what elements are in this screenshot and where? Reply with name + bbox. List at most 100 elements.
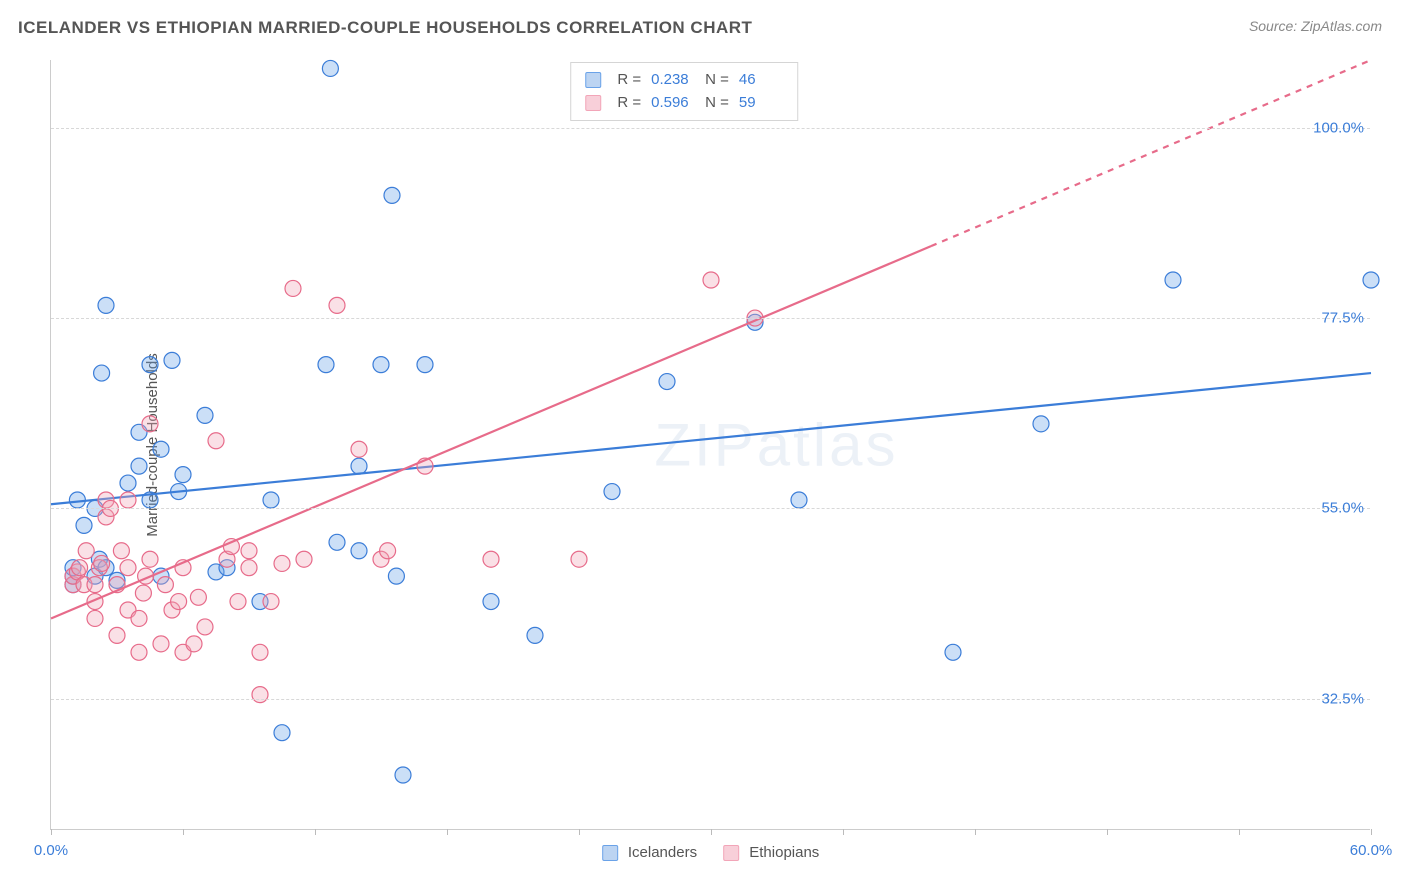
- data-point: [1165, 272, 1181, 288]
- x-tick: [843, 829, 844, 835]
- data-point: [164, 352, 180, 368]
- header: ICELANDER VS ETHIOPIAN MARRIED-COUPLE HO…: [0, 0, 1406, 46]
- gridline-h: [51, 699, 1370, 700]
- x-tick: [711, 829, 712, 835]
- data-point: [120, 475, 136, 491]
- n-prefix: N =: [705, 69, 729, 92]
- legend-label: Ethiopians: [749, 844, 819, 861]
- data-point: [388, 568, 404, 584]
- r-value: 0.238: [651, 69, 695, 92]
- data-point: [274, 555, 290, 571]
- r-prefix: R =: [617, 69, 641, 92]
- data-point: [131, 458, 147, 474]
- data-point: [190, 589, 206, 605]
- data-point: [263, 492, 279, 508]
- x-tick: [183, 829, 184, 835]
- data-point: [208, 433, 224, 449]
- data-point: [171, 594, 187, 610]
- x-tick-label: 0.0%: [34, 842, 68, 859]
- swatch-icon: [602, 845, 618, 861]
- data-point: [87, 577, 103, 593]
- r-prefix: R =: [617, 92, 641, 115]
- y-tick-label: 32.5%: [1321, 690, 1364, 707]
- data-point: [527, 627, 543, 643]
- data-point: [113, 543, 129, 559]
- data-point: [1033, 416, 1049, 432]
- x-tick: [447, 829, 448, 835]
- data-point: [351, 543, 367, 559]
- data-point: [175, 467, 191, 483]
- data-point: [483, 551, 499, 567]
- stats-legend: R = 0.238 N = 46 R = 0.596 N = 59: [570, 62, 798, 121]
- legend-item-ethiopians: Ethiopians: [723, 844, 819, 861]
- data-point: [157, 577, 173, 593]
- data-point: [252, 687, 268, 703]
- y-tick-label: 77.5%: [1321, 310, 1364, 327]
- n-value: 46: [739, 69, 783, 92]
- data-point: [98, 297, 114, 313]
- trend-line-dashed: [931, 60, 1371, 246]
- data-point: [703, 272, 719, 288]
- data-point: [94, 365, 110, 381]
- data-point: [1363, 272, 1379, 288]
- gridline-h: [51, 508, 1370, 509]
- data-point: [945, 644, 961, 660]
- data-point: [142, 551, 158, 567]
- x-tick-label: 60.0%: [1350, 842, 1393, 859]
- x-tick: [51, 829, 52, 835]
- data-point: [351, 441, 367, 457]
- swatch-icon: [585, 95, 601, 111]
- data-point: [120, 492, 136, 508]
- n-value: 59: [739, 92, 783, 115]
- series-legend: Icelanders Ethiopians: [602, 844, 820, 861]
- data-point: [380, 543, 396, 559]
- data-point: [197, 619, 213, 635]
- data-point: [87, 610, 103, 626]
- gridline-h: [51, 318, 1370, 319]
- data-point: [109, 627, 125, 643]
- swatch-icon: [723, 845, 739, 861]
- chart-title: ICELANDER VS ETHIOPIAN MARRIED-COUPLE HO…: [18, 18, 752, 38]
- data-point: [329, 534, 345, 550]
- data-point: [142, 416, 158, 432]
- data-point: [329, 297, 345, 313]
- data-point: [285, 280, 301, 296]
- n-prefix: N =: [705, 92, 729, 115]
- data-point: [571, 551, 587, 567]
- data-point: [153, 636, 169, 652]
- data-point: [395, 767, 411, 783]
- data-point: [153, 441, 169, 457]
- data-point: [120, 560, 136, 576]
- legend-label: Icelanders: [628, 844, 697, 861]
- data-point: [197, 407, 213, 423]
- gridline-h: [51, 128, 1370, 129]
- data-point: [318, 357, 334, 373]
- data-point: [791, 492, 807, 508]
- data-point: [274, 725, 290, 741]
- data-point: [186, 636, 202, 652]
- data-point: [76, 517, 92, 533]
- data-point: [659, 374, 675, 390]
- scatter-plot-svg: [51, 60, 1370, 829]
- r-value: 0.596: [651, 92, 695, 115]
- x-tick: [579, 829, 580, 835]
- data-point: [263, 594, 279, 610]
- stats-legend-row-0: R = 0.238 N = 46: [585, 69, 783, 92]
- x-tick: [975, 829, 976, 835]
- chart-area: Married-couple Households ZIPatlas R = 0…: [50, 60, 1370, 830]
- data-point: [142, 357, 158, 373]
- y-tick-label: 55.0%: [1321, 500, 1364, 517]
- data-point: [94, 555, 110, 571]
- data-point: [384, 187, 400, 203]
- data-point: [604, 484, 620, 500]
- data-point: [241, 560, 257, 576]
- data-point: [72, 560, 88, 576]
- trend-line: [51, 373, 1371, 504]
- data-point: [351, 458, 367, 474]
- data-point: [483, 594, 499, 610]
- data-point: [252, 644, 268, 660]
- data-point: [135, 585, 151, 601]
- data-point: [322, 60, 338, 76]
- x-tick: [1371, 829, 1372, 835]
- data-point: [296, 551, 312, 567]
